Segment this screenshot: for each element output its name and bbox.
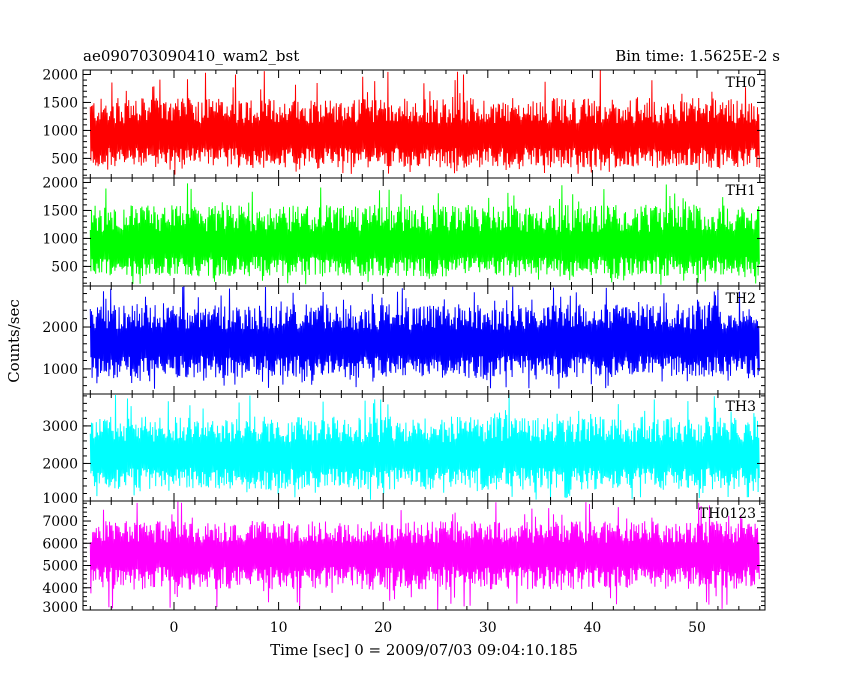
panel-th0: 500 1000 1500 2000 TH0: [42, 67, 766, 179]
y-tick-label: 3000: [42, 419, 78, 435]
panel-th1: 500 1000 1500 2000 TH1: [42, 175, 766, 287]
x-axis-label: Time [sec] 0 = 2009/07/03 09:04:10.185: [270, 641, 578, 659]
y-tick-label: 2000: [42, 320, 78, 336]
series-trace-th3: [89, 394, 760, 500]
panel-label-th1: TH1: [726, 183, 756, 199]
panel-label-th2: TH2: [726, 291, 756, 307]
y-tick-label: 5000: [42, 559, 78, 575]
y-tick-label: 1000: [42, 362, 78, 378]
panel-label-th0123: TH0123: [699, 506, 756, 522]
panel-label-th0: TH0: [726, 75, 756, 91]
x-tick-label: 10: [270, 620, 288, 636]
series-trace-th0: [89, 70, 760, 175]
y-tick-label: 4000: [42, 581, 78, 597]
series-trace-th2: [89, 286, 760, 389]
x-tick-label: 30: [479, 620, 497, 636]
panel-frame: [82, 500, 766, 611]
panel-th3: 1000 2000 3000 TH3: [42, 393, 766, 507]
y-tick-label: 6000: [42, 536, 78, 552]
bin-time-label: Bin time: 1.5625E-2 s: [615, 47, 780, 65]
chart-title: ae090703090410_wam2_bst: [83, 47, 299, 65]
series-trace-th1: [89, 183, 760, 285]
y-tick-label: 1500: [42, 95, 78, 111]
y-tick-label: 1000: [42, 123, 78, 139]
x-tick-label: 20: [374, 620, 392, 636]
panel-th2: 1000 2000 TH2: [42, 285, 766, 395]
y-tick-label: 1000: [42, 231, 78, 247]
panels: 500 1000 1500 2000 TH0 500 1000 1500 2000 TH1 1000…: [42, 67, 766, 616]
y-tick-label: 2000: [42, 175, 78, 191]
y-tick-label: 3000: [42, 600, 78, 616]
y-tick-label: 7000: [42, 514, 78, 530]
y-tick-label: 500: [51, 151, 78, 167]
x-axis: 0 10 20 30 40 50: [170, 620, 706, 636]
y-tick-label: 1500: [42, 203, 78, 219]
x-tick-label: 50: [688, 620, 706, 636]
y-tick-label: 500: [51, 259, 78, 275]
y-tick-label: 1000: [42, 491, 78, 507]
y-axis-label: Counts/sec: [5, 299, 23, 383]
x-tick-label: 40: [583, 620, 601, 636]
series-trace-th0123: [89, 501, 760, 610]
y-tick-label: 2000: [42, 456, 78, 472]
y-tick-label: 2000: [42, 67, 78, 83]
panel-th0123: 3000 4000 5000 6000 7000 TH0123: [42, 500, 766, 616]
panel-label-th3: TH3: [726, 399, 756, 415]
x-tick-label: 0: [170, 620, 179, 636]
